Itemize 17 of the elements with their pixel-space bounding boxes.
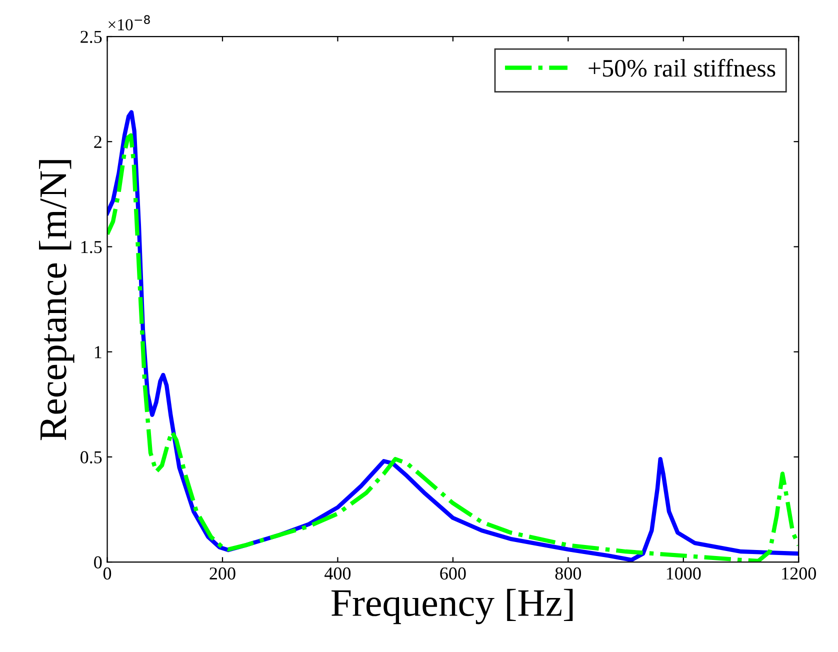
y-tick-label: 2: [94, 136, 102, 148]
legend-label: +50% rail stiffness: [588, 58, 776, 77]
x-tick-label: 600: [440, 567, 466, 580]
x-tick-label: 1000: [666, 567, 701, 580]
y-axis-title: Receptance [m/N]: [39, 160, 74, 440]
y-tick-label: 0: [94, 556, 102, 568]
x-tick-label: 400: [324, 567, 351, 580]
y-tick-label: 2.5: [80, 30, 102, 44]
text: ×10$^{−8}$: [108, 15, 150, 30]
y-tick-label: 1: [94, 346, 102, 358]
x-axis-title: Frequency [Hz]: [332, 588, 573, 624]
x-tick-label: 800: [555, 567, 582, 580]
x-tick-label: 200: [210, 567, 236, 580]
x-tick-label: 1200: [782, 567, 816, 580]
y-tick-label: 0.5: [80, 451, 102, 464]
y-tick-label: 1.5: [81, 241, 102, 254]
x-tick-label: 0: [103, 567, 112, 580]
